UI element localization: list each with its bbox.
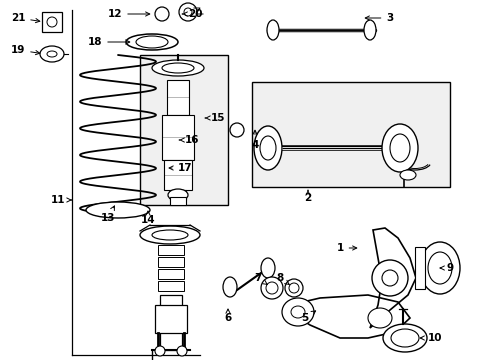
Ellipse shape bbox=[390, 329, 418, 347]
Text: 21: 21 bbox=[11, 13, 40, 23]
Bar bbox=[155, 305, 186, 333]
Ellipse shape bbox=[152, 230, 187, 240]
Bar bbox=[140, 55, 227, 205]
Text: 15: 15 bbox=[205, 113, 225, 123]
Ellipse shape bbox=[260, 136, 275, 160]
Text: 1: 1 bbox=[336, 243, 356, 253]
Ellipse shape bbox=[140, 226, 200, 244]
Bar bbox=[160, 295, 182, 350]
Ellipse shape bbox=[261, 277, 283, 299]
Ellipse shape bbox=[162, 63, 194, 73]
Ellipse shape bbox=[155, 346, 164, 356]
Ellipse shape bbox=[363, 20, 375, 40]
Ellipse shape bbox=[381, 270, 397, 286]
Text: 13: 13 bbox=[101, 206, 115, 223]
Text: 17: 17 bbox=[169, 163, 192, 173]
Text: 4: 4 bbox=[251, 130, 258, 150]
Ellipse shape bbox=[136, 36, 168, 48]
Ellipse shape bbox=[389, 134, 409, 162]
Ellipse shape bbox=[427, 252, 451, 284]
Ellipse shape bbox=[399, 170, 415, 180]
Ellipse shape bbox=[47, 17, 57, 27]
Ellipse shape bbox=[282, 298, 313, 326]
Ellipse shape bbox=[155, 7, 169, 21]
Ellipse shape bbox=[367, 308, 391, 328]
Bar bbox=[170, 197, 185, 205]
Ellipse shape bbox=[266, 20, 279, 40]
Ellipse shape bbox=[183, 8, 192, 16]
Ellipse shape bbox=[261, 258, 274, 278]
Text: 19: 19 bbox=[11, 45, 40, 55]
Ellipse shape bbox=[381, 124, 417, 172]
Ellipse shape bbox=[40, 46, 64, 62]
Text: 6: 6 bbox=[224, 309, 231, 323]
Text: 9: 9 bbox=[439, 263, 453, 273]
Text: 18: 18 bbox=[87, 37, 129, 47]
Text: 14: 14 bbox=[141, 211, 155, 225]
Ellipse shape bbox=[168, 189, 187, 201]
Ellipse shape bbox=[152, 60, 203, 76]
Bar bbox=[162, 115, 194, 160]
Ellipse shape bbox=[86, 202, 150, 218]
Ellipse shape bbox=[126, 34, 178, 50]
Ellipse shape bbox=[223, 277, 237, 297]
Bar bbox=[158, 281, 183, 291]
Ellipse shape bbox=[179, 3, 197, 21]
Ellipse shape bbox=[229, 123, 244, 137]
Bar bbox=[251, 82, 449, 187]
Text: 20: 20 bbox=[182, 9, 202, 19]
Text: 11: 11 bbox=[51, 195, 71, 205]
Bar bbox=[170, 190, 185, 200]
Ellipse shape bbox=[253, 126, 282, 170]
Text: 5: 5 bbox=[301, 311, 315, 323]
Bar bbox=[158, 257, 183, 267]
Bar bbox=[167, 80, 189, 115]
Text: 2: 2 bbox=[304, 190, 311, 203]
Ellipse shape bbox=[290, 306, 305, 318]
Bar bbox=[158, 245, 183, 255]
Ellipse shape bbox=[288, 283, 298, 293]
Text: 8: 8 bbox=[276, 273, 288, 284]
Text: 16: 16 bbox=[179, 135, 199, 145]
Ellipse shape bbox=[265, 282, 278, 294]
Bar bbox=[158, 269, 183, 279]
Bar bbox=[163, 160, 192, 190]
Text: 10: 10 bbox=[419, 333, 441, 343]
Ellipse shape bbox=[177, 346, 186, 356]
Ellipse shape bbox=[382, 324, 426, 352]
Ellipse shape bbox=[371, 260, 407, 296]
Ellipse shape bbox=[47, 51, 57, 57]
Bar bbox=[414, 247, 424, 289]
Text: 3: 3 bbox=[365, 13, 393, 23]
Ellipse shape bbox=[419, 242, 459, 294]
Text: 12: 12 bbox=[107, 9, 149, 19]
Text: 7: 7 bbox=[254, 273, 266, 284]
Ellipse shape bbox=[285, 279, 303, 297]
Bar bbox=[42, 12, 62, 32]
